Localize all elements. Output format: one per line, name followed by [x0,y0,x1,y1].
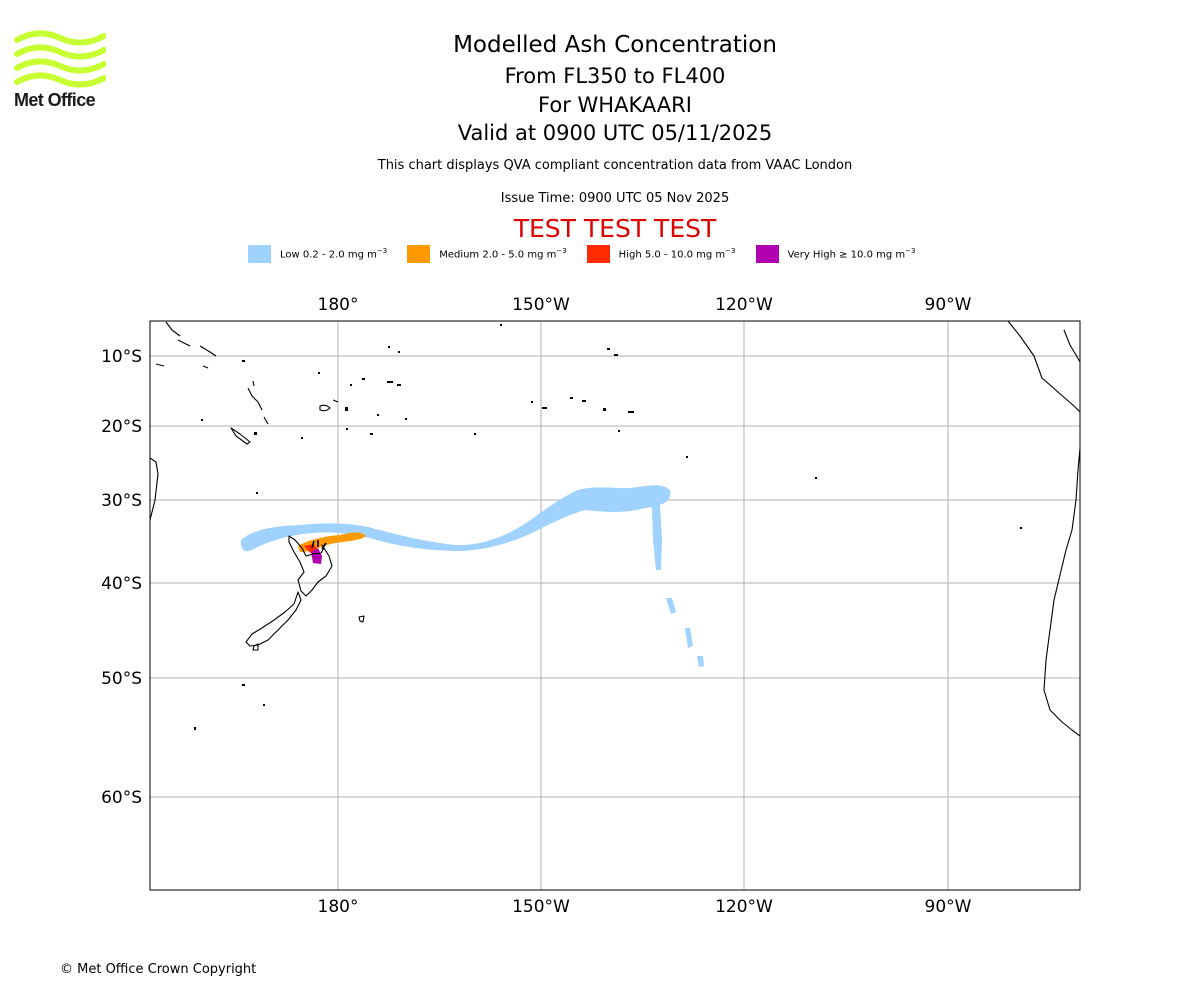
volcano-name: For WHAKAARI [538,93,692,117]
lat-tick-label: 20°S [101,417,142,437]
legend-label: Very High ≥ 10.0 mg m−3 [787,247,916,261]
coastline-vanuatu [247,380,269,425]
lon-tick-label: 180° [318,897,359,917]
ash-fragment-low [685,628,693,648]
coastline-new-zealand-south [245,591,302,647]
legend-swatch [407,245,431,263]
latitude-labels: 10°S 20°S 30°S 40°S 50°S 60°S [101,347,142,808]
lon-tick-label: 180° [318,295,359,315]
longitude-labels-top: 180° 150°W 120°W 90°W [318,295,972,315]
coastline-peru-bulge [1063,329,1080,363]
lat-tick-label: 10°S [101,347,142,367]
lat-tick-label: 60°S [101,788,142,808]
coastline-fiji [319,399,339,412]
legend-item-medium: Medium 2.0 - 5.0 mg m−3 [407,245,567,263]
logo-text: Met Office [14,90,96,110]
valid-time: Valid at 0900 UTC 05/11/2025 [457,121,773,145]
chart-title: Modelled Ash Concentration [453,32,777,58]
issue-time: Issue Time: 0900 UTC 05 Nov 2025 [500,191,730,206]
legend-label: Low 0.2 - 2.0 mg m−3 [280,247,388,261]
coastlines [150,321,1080,737]
legend-item-high: High 5.0 - 10.0 mg m−3 [586,245,736,263]
lon-tick-label: 150°W [512,897,570,917]
legend-label: Medium 2.0 - 5.0 mg m−3 [439,247,567,261]
legend-label: High 5.0 - 10.0 mg m−3 [618,247,736,261]
legend-swatch [755,245,779,263]
met-office-waves-icon [14,30,107,88]
island-dots [194,324,1022,730]
legend-item-low: Low 0.2 - 2.0 mg m−3 [248,245,387,263]
chart-description: This chart displays QVA compliant concen… [377,158,853,173]
ash-tail-low [652,505,662,570]
flight-level-range: From FL350 to FL400 [504,64,726,88]
coastline-chatham-islands [358,615,365,623]
ash-plume-low [240,485,671,552]
ash-fragment-low [666,598,676,614]
legend-swatch [248,245,271,263]
legend: Low 0.2 - 2.0 mg m−3 Medium 2.0 - 5.0 mg… [248,245,935,263]
volcano-marker [311,540,327,550]
coastline-solomon-islands [155,321,217,369]
legend-item-very-high: Very High ≥ 10.0 mg m−3 [755,245,916,263]
lat-tick-label: 30°S [101,491,142,511]
chart-title-block: Modelled Ash Concentration From FL350 to… [315,30,915,148]
copyright-notice: © Met Office Crown Copyright [60,962,257,977]
test-banner: TEST TEST TEST [513,214,717,243]
lat-tick-label: 40°S [101,574,142,594]
coastline-australia-edge [150,457,159,521]
coastline-south-america [1007,321,1080,737]
coastline-new-caledonia [230,427,251,445]
gridlines [150,321,1080,890]
lat-tick-label: 50°S [101,669,142,689]
map-frame [149,320,1081,891]
lon-tick-label: 90°W [925,295,972,315]
lon-tick-label: 120°W [715,295,773,315]
longitude-labels-bottom: 180° 150°W 120°W 90°W [318,897,972,917]
legend-swatch [586,245,610,263]
ash-fragment-low [697,656,704,667]
coastline-stewart-island [252,643,259,651]
ash-low-region [240,485,704,667]
met-office-logo: Met Office [14,30,114,115]
lon-tick-label: 120°W [715,897,773,917]
lon-tick-label: 90°W [925,897,972,917]
ash-plume-very-high [311,548,322,564]
coastline-new-zealand-north [288,535,333,597]
lon-tick-label: 150°W [512,295,570,315]
